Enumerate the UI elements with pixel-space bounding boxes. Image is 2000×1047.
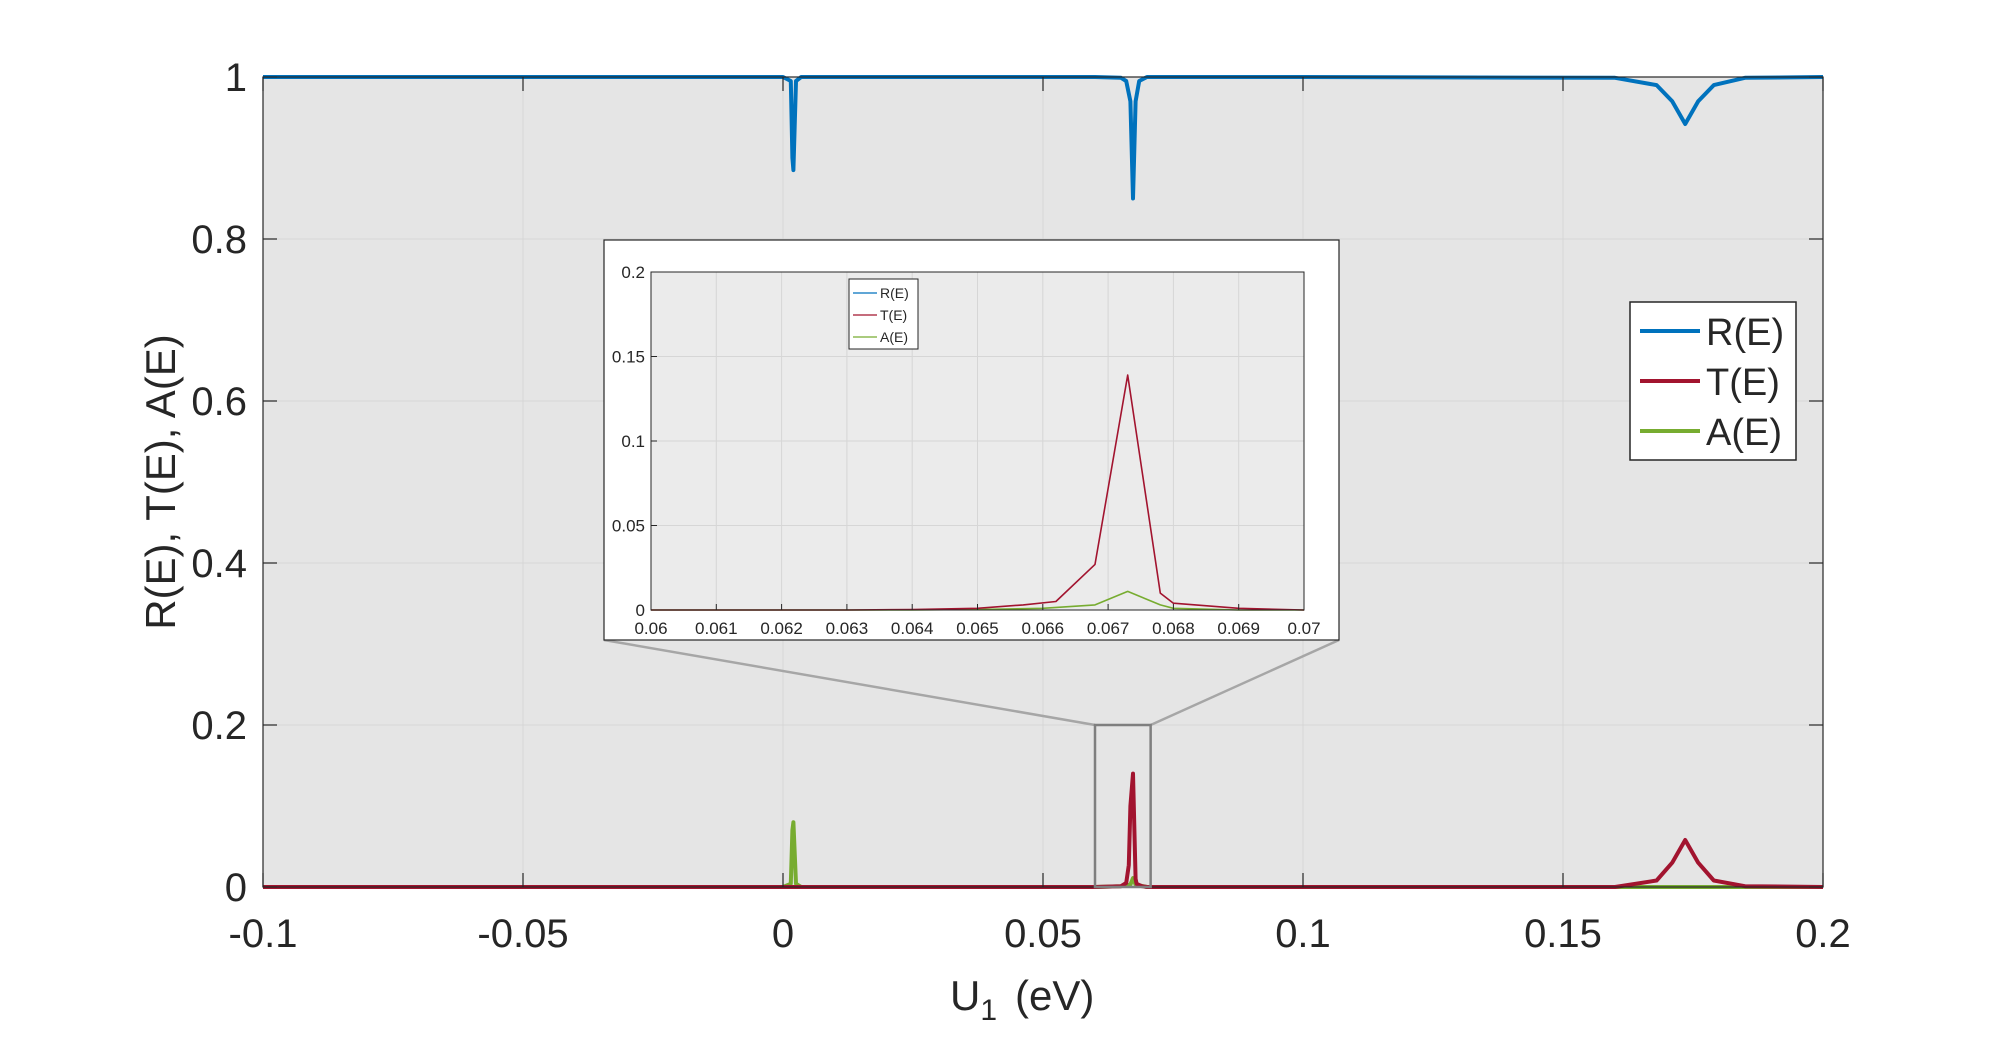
zoom-indicator xyxy=(603,638,1340,889)
inset-y-tick-label: 0.1 xyxy=(621,432,645,451)
main-y-tick-label: 1 xyxy=(225,56,247,100)
inset-legend-label-t: T(E) xyxy=(880,307,907,323)
main-x-tick-label: -0.05 xyxy=(477,912,568,956)
zoom-connector-left xyxy=(603,638,1096,727)
inset-x-tick-label: 0.069 xyxy=(1217,619,1260,638)
main-x-tick-label: 0.2 xyxy=(1795,912,1851,956)
inset-legend-label-r: R(E) xyxy=(880,285,909,301)
main-x-tick-labels: -0.1 -0.05 0 0.05 0.1 0.15 0.2 xyxy=(229,912,1851,956)
main-y-tick-label: 0.2 xyxy=(191,704,247,748)
inset-x-tick-label: 0.07 xyxy=(1287,619,1320,638)
inset-y-tick-label: 0.15 xyxy=(612,348,645,367)
main-y-tick-label: 0.4 xyxy=(191,542,247,586)
inset-x-tick-label: 0.063 xyxy=(826,619,869,638)
inset-x-tick-label: 0.064 xyxy=(891,619,934,638)
inset-legend: R(E) T(E) A(E) xyxy=(848,278,919,350)
main-y-tick-labels: 0 0.2 0.4 0.6 0.8 1 xyxy=(191,56,247,910)
main-y-tick-label: 0.6 xyxy=(191,380,247,424)
inset-x-tick-label: 0.066 xyxy=(1022,619,1065,638)
zoom-connector-right xyxy=(1150,638,1340,727)
inset-y-tick-labels: 0 0.05 0.1 0.15 0.2 xyxy=(612,263,645,620)
inset-y-tick-label: 0.2 xyxy=(621,263,645,282)
inset-x-tick-label: 0.06 xyxy=(634,619,667,638)
main-y-tick-label: 0 xyxy=(225,866,247,910)
main-y-tick-label: 0.8 xyxy=(191,218,247,262)
main-x-tick-label: 0.05 xyxy=(1004,912,1082,956)
legend-label-a: A(E) xyxy=(1706,412,1782,454)
main-legend: R(E) T(E) A(E) xyxy=(1629,301,1797,461)
inset-x-tick-label: 0.062 xyxy=(760,619,803,638)
inset-x-tick-label: 0.067 xyxy=(1087,619,1130,638)
legend-label-r: R(E) xyxy=(1706,312,1784,354)
zoom-box xyxy=(1093,723,1152,889)
inset-legend-label-a: A(E) xyxy=(880,329,908,345)
inset-x-tick-label: 0.068 xyxy=(1152,619,1195,638)
main-x-tick-label: 0 xyxy=(772,912,794,956)
inset-ticks xyxy=(650,271,1305,611)
inset-x-tick-label: 0.065 xyxy=(956,619,999,638)
main-x-tick-label: 0.1 xyxy=(1275,912,1331,956)
main-series-line-R(E) xyxy=(263,75,1824,201)
main-x-tick-label: -0.1 xyxy=(229,912,298,956)
inset-y-tick-label: 0.05 xyxy=(612,517,645,536)
main-ticks xyxy=(262,76,1824,888)
inset-x-tick-label: 0.061 xyxy=(695,619,738,638)
main-x-tick-label: 0.15 xyxy=(1524,912,1602,956)
inset-x-tick-labels: 0.06 0.061 0.062 0.063 0.064 0.065 0.066 0.067 0… xyxy=(634,619,1320,638)
x-axis-label: U1 (eV) xyxy=(950,972,1094,1027)
legend-label-t: T(E) xyxy=(1706,362,1780,404)
y-axis-label: R(E), T(E), A(E) xyxy=(137,334,184,630)
inset-y-tick-label: 0 xyxy=(636,601,645,620)
